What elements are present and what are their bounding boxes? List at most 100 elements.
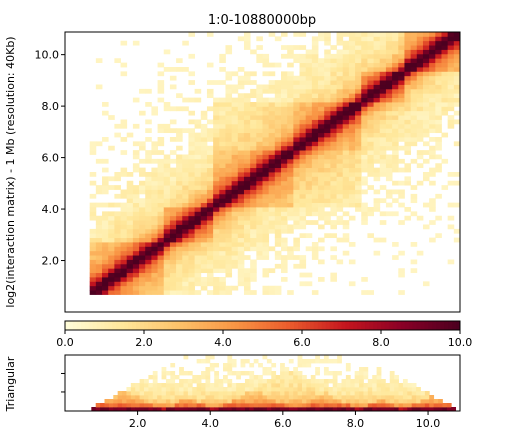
heatmap-cell [281, 242, 288, 247]
triangular-cell [293, 387, 299, 392]
heatmap-cell [219, 211, 226, 217]
heatmap-cell [385, 189, 393, 195]
heatmap-cell [422, 281, 430, 287]
heatmap-cell [139, 255, 146, 260]
heatmap-cell [169, 259, 177, 265]
triangular-cell [359, 383, 364, 388]
triangular-cell [223, 379, 228, 384]
heatmap-cell [398, 71, 405, 77]
heatmap-cell [287, 207, 294, 212]
triangular-cell [144, 383, 149, 388]
triangular-cell [95, 407, 101, 412]
triangular-cell [192, 395, 198, 400]
heatmap-cell [336, 145, 344, 151]
triangular-cell [385, 391, 391, 396]
triangular-cell [223, 363, 228, 368]
heatmap-cell [379, 154, 387, 160]
heatmap-cell [385, 58, 393, 64]
heatmap-cell [89, 202, 97, 208]
triangular-cell [271, 375, 277, 380]
heatmap-cell [299, 233, 307, 239]
heatmap-cell [89, 259, 97, 265]
triangular-cell [240, 387, 246, 392]
heatmap-cell [268, 176, 276, 182]
heatmap-cell [342, 58, 350, 64]
heatmap-cell [169, 242, 177, 247]
triangular-cell [302, 399, 307, 404]
triangular-cell [205, 355, 211, 360]
heatmap-cell [299, 172, 307, 177]
heatmap-cell [311, 207, 319, 212]
heatmap-cell [355, 154, 362, 160]
heatmap-cell [262, 255, 270, 260]
heatmap-cell [324, 176, 331, 182]
triangular-cell [201, 403, 206, 408]
heatmap-cell [342, 250, 350, 256]
heatmap-cell [206, 215, 214, 221]
heatmap-cell [281, 119, 288, 125]
heatmap-cell [422, 71, 430, 77]
heatmap-cell [200, 224, 208, 230]
heatmap-cell [145, 255, 152, 260]
triangular-cell [148, 395, 154, 400]
heatmap-cell [89, 180, 97, 186]
triangular-cell [310, 399, 316, 404]
triangular-cell [275, 391, 281, 396]
heatmap-cell [250, 220, 257, 225]
heatmap-cell [274, 88, 282, 94]
heatmap-cell [145, 88, 152, 94]
heatmap-cell [169, 215, 177, 221]
heatmap-cell [176, 259, 183, 265]
heatmap-cell [243, 110, 251, 116]
heatmap-cell [404, 80, 412, 85]
heatmap-cell [293, 180, 300, 186]
heatmap-cell [250, 246, 257, 252]
heatmap-cell [435, 141, 442, 147]
heatmap-cell [361, 123, 368, 129]
triangular-cell [297, 371, 303, 376]
heatmap-cell [200, 215, 208, 221]
heatmap-cell [237, 246, 245, 252]
heatmap-cell [243, 224, 251, 230]
heatmap-cell [361, 97, 368, 103]
colorbar-step [321, 321, 327, 330]
heatmap-cell [342, 49, 350, 55]
heatmap-cell [447, 53, 455, 59]
triangular-cell [249, 387, 255, 392]
heatmap-cell [367, 123, 374, 129]
heatmap-cell [268, 132, 276, 138]
heatmap-cell [287, 110, 294, 116]
heatmap-cell [243, 255, 251, 260]
heatmap-cell [379, 128, 387, 134]
heatmap-cell [324, 110, 331, 116]
colorbar-step [171, 321, 177, 330]
triangular-cell [275, 375, 281, 380]
heatmap-cell [348, 150, 356, 155]
heatmap-cell [169, 189, 177, 195]
heatmap-cell [206, 167, 214, 173]
heatmap-cell [447, 202, 455, 208]
heatmap-cell [287, 88, 294, 94]
heatmap-cell [200, 220, 208, 225]
heatmap-cell [120, 193, 128, 199]
triangular-cell [249, 363, 255, 368]
heatmap-cell [250, 167, 257, 173]
heatmap-cell [268, 128, 276, 134]
triangular-cell [284, 403, 290, 408]
heatmap-cell [95, 285, 103, 291]
heatmap-cell [274, 106, 282, 112]
triangular-cell [271, 391, 277, 396]
heatmap-cell [441, 71, 449, 77]
triangular-cell [310, 383, 316, 388]
colorbar-step [112, 321, 117, 330]
triangular-cell [170, 379, 176, 384]
triangular-cell [218, 379, 224, 384]
heatmap-cell [311, 246, 319, 252]
colorbar-step [116, 321, 121, 330]
triangular-cell [337, 359, 342, 364]
heatmap-cell [367, 141, 374, 147]
heatmap-cell [237, 228, 245, 234]
heatmap-cell [188, 119, 196, 125]
chart-title: 1:0-10880000bp [208, 13, 316, 28]
heatmap-cell [237, 180, 245, 186]
